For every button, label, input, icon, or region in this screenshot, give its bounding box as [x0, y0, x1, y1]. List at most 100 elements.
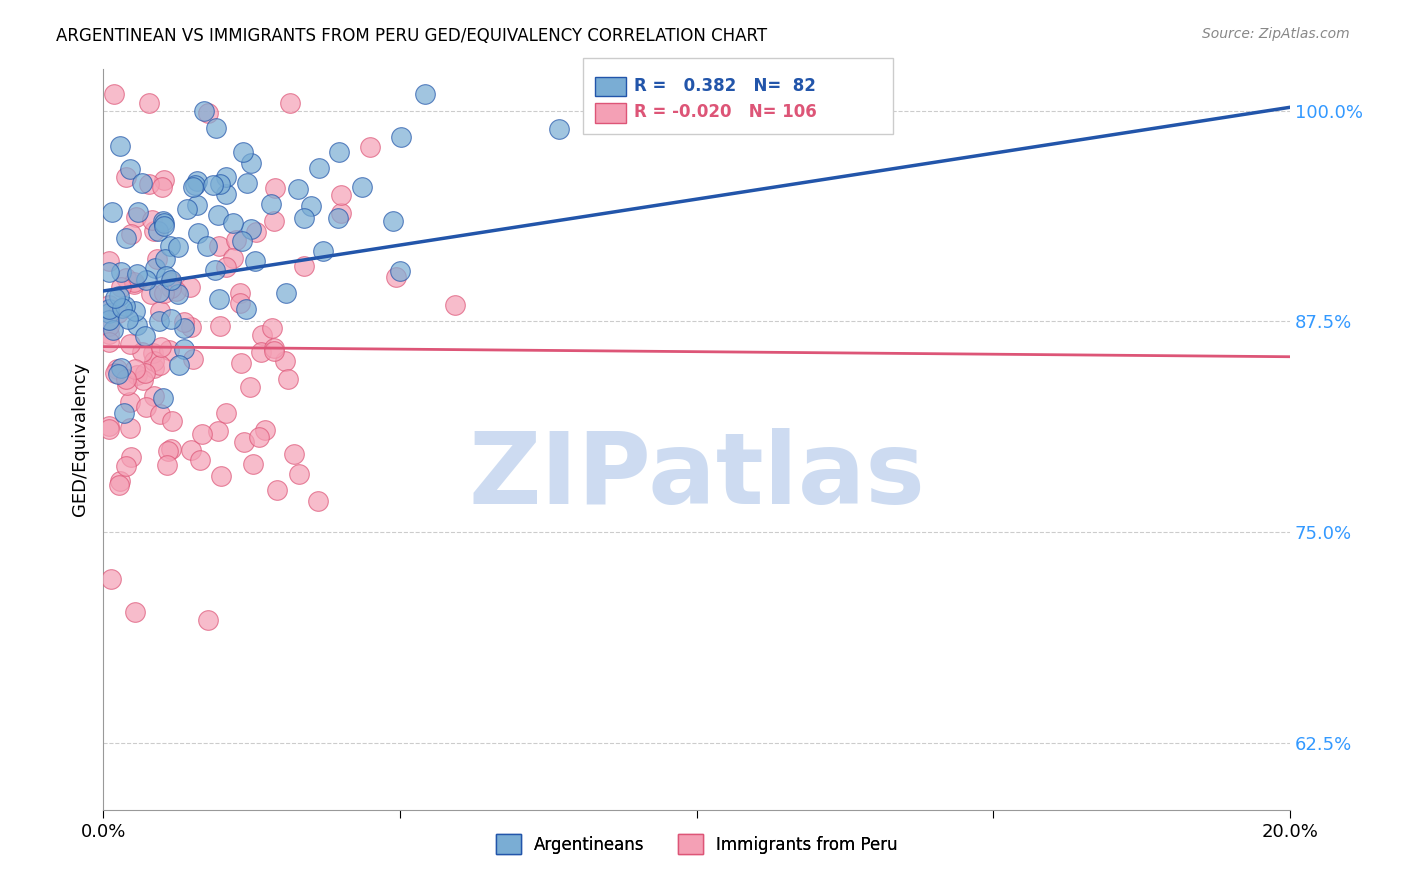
- Argentineans: [222, 216, 245, 230]
- Immigrants from Peru: [120, 227, 142, 241]
- Immigrants from Peru: [292, 259, 315, 273]
- Argentineans: [153, 216, 176, 230]
- Text: Source: ZipAtlas.com: Source: ZipAtlas.com: [1202, 27, 1350, 41]
- Immigrants from Peru: [239, 380, 262, 394]
- Immigrants from Peru: [197, 106, 219, 120]
- Argentineans: [148, 285, 170, 299]
- Immigrants from Peru: [122, 275, 145, 289]
- Immigrants from Peru: [180, 319, 202, 334]
- Immigrants from Peru: [263, 341, 285, 355]
- Argentineans: [111, 301, 134, 315]
- Text: ZIPatlas: ZIPatlas: [468, 428, 925, 524]
- Immigrants from Peru: [245, 225, 267, 239]
- Immigrants from Peru: [263, 344, 285, 359]
- Argentineans: [186, 174, 208, 188]
- Argentineans: [292, 211, 315, 226]
- Argentineans: [104, 291, 127, 305]
- Immigrants from Peru: [225, 233, 247, 247]
- Immigrants from Peru: [242, 457, 264, 471]
- Argentineans: [240, 156, 263, 170]
- Immigrants from Peru: [260, 321, 283, 335]
- Argentineans: [153, 252, 176, 267]
- Argentineans: [167, 240, 190, 254]
- Text: R =   0.382   N=  82: R = 0.382 N= 82: [634, 77, 815, 95]
- Argentineans: [167, 358, 190, 372]
- Argentineans: [117, 312, 139, 326]
- Immigrants from Peru: [222, 251, 245, 265]
- Immigrants from Peru: [98, 422, 121, 436]
- Immigrants from Peru: [107, 306, 129, 320]
- Argentineans: [232, 145, 254, 159]
- Immigrants from Peru: [98, 326, 121, 341]
- Immigrants from Peru: [252, 328, 274, 343]
- Immigrants from Peru: [207, 424, 229, 438]
- Argentineans: [98, 305, 121, 319]
- Argentineans: [389, 129, 412, 144]
- Immigrants from Peru: [273, 353, 295, 368]
- Immigrants from Peru: [124, 211, 146, 225]
- Immigrants from Peru: [249, 344, 271, 359]
- Immigrants from Peru: [143, 224, 166, 238]
- Immigrants from Peru: [141, 213, 163, 227]
- Immigrants from Peru: [191, 426, 214, 441]
- Argentineans: [153, 219, 176, 233]
- Immigrants from Peru: [152, 172, 174, 186]
- Argentineans: [207, 208, 229, 222]
- Argentineans: [101, 204, 124, 219]
- Immigrants from Peru: [330, 205, 353, 219]
- Text: R = -0.020   N= 106: R = -0.020 N= 106: [634, 103, 817, 121]
- Immigrants from Peru: [115, 458, 138, 473]
- Immigrants from Peru: [277, 371, 299, 385]
- Immigrants from Peru: [142, 389, 165, 403]
- Argentineans: [186, 197, 208, 211]
- Immigrants from Peru: [120, 394, 142, 409]
- Immigrants from Peru: [160, 281, 183, 295]
- Argentineans: [124, 304, 146, 318]
- Immigrants from Peru: [114, 372, 136, 386]
- Immigrants from Peru: [165, 284, 187, 298]
- Immigrants from Peru: [264, 181, 287, 195]
- Argentineans: [276, 286, 298, 301]
- Y-axis label: GED/Equivalency: GED/Equivalency: [72, 362, 89, 516]
- Argentineans: [159, 312, 181, 326]
- Argentineans: [131, 176, 153, 190]
- Text: ARGENTINEAN VS IMMIGRANTS FROM PERU GED/EQUIVALENCY CORRELATION CHART: ARGENTINEAN VS IMMIGRANTS FROM PERU GED/…: [56, 27, 768, 45]
- Immigrants from Peru: [146, 252, 169, 266]
- Argentineans: [235, 302, 257, 317]
- Immigrants from Peru: [190, 453, 212, 467]
- Immigrants from Peru: [266, 483, 288, 498]
- Argentineans: [193, 103, 215, 118]
- Immigrants from Peru: [114, 169, 136, 184]
- Immigrants from Peru: [100, 572, 122, 586]
- Argentineans: [107, 367, 129, 381]
- Immigrants from Peru: [149, 408, 172, 422]
- Immigrants from Peru: [98, 419, 121, 434]
- Immigrants from Peru: [159, 442, 181, 456]
- Immigrants from Peru: [385, 269, 408, 284]
- Argentineans: [235, 177, 257, 191]
- Argentineans: [547, 122, 569, 136]
- Argentineans: [202, 178, 225, 192]
- Immigrants from Peru: [142, 361, 165, 376]
- Immigrants from Peru: [180, 443, 202, 458]
- Argentineans: [389, 263, 412, 277]
- Immigrants from Peru: [159, 275, 181, 289]
- Argentineans: [148, 314, 170, 328]
- Immigrants from Peru: [253, 423, 276, 437]
- Argentineans: [98, 301, 121, 316]
- Immigrants from Peru: [135, 401, 157, 415]
- Immigrants from Peru: [209, 468, 232, 483]
- Immigrants from Peru: [444, 298, 467, 312]
- Argentineans: [208, 177, 231, 191]
- Immigrants from Peru: [156, 458, 179, 472]
- Argentineans: [326, 211, 349, 226]
- Immigrants from Peru: [98, 253, 121, 268]
- Argentineans: [287, 182, 309, 196]
- Immigrants from Peru: [134, 366, 156, 380]
- Immigrants from Peru: [233, 434, 256, 449]
- Immigrants from Peru: [263, 214, 285, 228]
- Argentineans: [127, 205, 149, 219]
- Immigrants from Peru: [153, 285, 176, 300]
- Argentineans: [98, 313, 121, 327]
- Argentineans: [98, 265, 121, 279]
